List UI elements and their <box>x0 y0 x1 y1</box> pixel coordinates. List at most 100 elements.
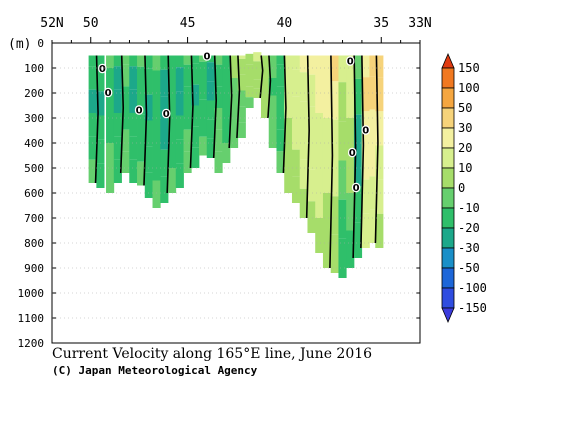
y-tick-label: 500 <box>24 162 44 175</box>
colorbar-label: -100 <box>458 281 487 295</box>
velocity-cell <box>229 60 239 78</box>
velocity-cell <box>253 79 262 89</box>
velocity-cell <box>346 55 355 81</box>
velocity-cell <box>121 108 130 130</box>
velocity-cell <box>168 143 177 168</box>
velocity-cell <box>315 113 324 148</box>
velocity-cell <box>106 68 115 93</box>
velocity-cell <box>284 168 293 193</box>
velocity-cell <box>353 55 363 79</box>
velocity-cell <box>160 55 169 70</box>
velocity-cell <box>191 105 200 127</box>
velocity-cell <box>121 86 130 108</box>
velocity-cell <box>330 158 339 197</box>
velocity-cell <box>361 179 370 214</box>
velocity-cell <box>361 213 370 248</box>
velocity-cell <box>191 63 200 85</box>
velocity-cell <box>245 86 254 98</box>
velocity-cell <box>199 118 208 137</box>
velocity-cell <box>206 138 215 158</box>
velocity-cell <box>206 100 215 120</box>
velocity-cell <box>137 55 146 67</box>
velocity-cell <box>268 60 277 78</box>
chart-title: Current Velocity along 165°E line, June … <box>52 346 373 362</box>
velocity-cell <box>106 55 115 68</box>
velocity-cell <box>183 108 192 130</box>
zero-contour <box>236 55 241 139</box>
velocity-cell <box>160 149 169 177</box>
colorbar-label: 50 <box>458 101 472 115</box>
contour-label: 0 <box>203 52 210 63</box>
velocity-cell <box>253 52 262 62</box>
velocity-cell <box>330 119 339 158</box>
velocity-cell <box>191 126 200 148</box>
velocity-cell <box>113 113 122 137</box>
velocity-cell <box>206 81 215 101</box>
velocity-cell <box>129 89 138 113</box>
velocity-cell <box>353 222 363 258</box>
colorbar-swatch <box>441 67 455 89</box>
velocity-cell <box>369 55 378 77</box>
colorbar-swatch <box>441 87 455 109</box>
velocity-cell <box>152 55 161 71</box>
y-tick-label: 1100 <box>18 312 45 325</box>
velocity-cell <box>307 138 316 170</box>
velocity-cell <box>183 55 192 65</box>
colorbar-swatch <box>441 207 455 229</box>
velocity-cell <box>96 139 105 164</box>
velocity-cell <box>375 213 384 248</box>
y-axis-ticks: 0 100 200 300 400 500 600 700 800 900 1000 1100 1200 <box>18 37 420 350</box>
velocity-cell <box>152 70 161 98</box>
velocity-cell <box>168 168 177 193</box>
colorbar-label: 20 <box>458 141 472 155</box>
velocity-cell <box>307 169 316 202</box>
velocity-cell <box>206 119 215 139</box>
velocity-cell <box>168 68 177 93</box>
velocity-cell <box>144 55 153 69</box>
colorbar-cap <box>441 52 455 69</box>
velocity-cell <box>353 78 363 115</box>
velocity-cell <box>160 96 169 123</box>
velocity-cell <box>113 159 122 183</box>
velocity-cell <box>245 75 254 87</box>
y-tick-label: 800 <box>24 237 44 250</box>
velocity-cell <box>291 69 301 97</box>
velocity-cell <box>276 129 285 152</box>
velocity-cell <box>144 120 153 147</box>
velocity-cell <box>237 58 246 75</box>
velocity-cell <box>106 118 115 143</box>
zero-contour-lines <box>94 55 379 269</box>
x-tick-label: 35 <box>373 16 389 31</box>
velocity-cell <box>361 77 370 112</box>
velocity-cell <box>268 55 277 61</box>
y-tick-label: 600 <box>24 187 44 200</box>
velocity-cell <box>322 155 332 193</box>
colorbar-label: 100 <box>458 81 480 95</box>
velocity-cell <box>229 78 239 96</box>
velocity-cell <box>88 113 97 137</box>
colorbar-swatch <box>441 247 455 269</box>
velocity-cell <box>284 118 293 143</box>
velocity-cell <box>307 55 316 75</box>
velocity-cell <box>253 88 262 98</box>
velocity-cell <box>299 130 308 160</box>
velocity-cell <box>253 70 262 80</box>
colorbar-swatch <box>441 267 455 289</box>
velocity-cell <box>361 55 370 78</box>
velocity-cell <box>260 93 270 106</box>
y-tick-label: 0 <box>37 37 44 50</box>
velocity-cell <box>137 138 146 162</box>
velocity-cell <box>315 218 324 253</box>
velocity-cell <box>369 76 378 110</box>
x-tick-label: 40 <box>277 16 293 31</box>
velocity-cell <box>322 193 332 231</box>
velocity-cell <box>121 129 130 152</box>
velocity-cell <box>315 55 324 78</box>
colorbar-label: -30 <box>458 241 480 255</box>
zero-contour <box>143 55 148 186</box>
velocity-cell <box>260 105 270 118</box>
velocity-cell <box>338 55 347 83</box>
velocity-cell <box>330 196 339 235</box>
contour-label: 0 <box>347 57 354 68</box>
